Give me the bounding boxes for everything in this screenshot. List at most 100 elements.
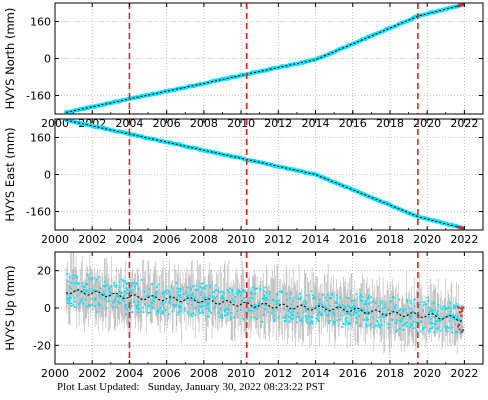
up-data-point [100,293,103,295]
up-data-point [359,325,361,328]
up-data-point [301,304,304,307]
up-data-point [202,300,205,303]
up-data-point [344,319,347,322]
up-data-point [162,295,165,298]
up-data-point [136,307,138,310]
up-data-point [161,303,164,306]
up-data-point [278,302,281,305]
up-data-point [362,310,365,313]
up-data-point [236,293,239,296]
up-data-point [350,299,353,302]
up-data-point [214,305,216,308]
east-data-band [64,119,465,230]
east-xtick-label: 2002 [78,233,106,246]
up-data-point [406,300,409,303]
up-data-point [290,303,293,306]
up-ytick-label: 20 [37,265,51,278]
up-data-point [118,301,121,304]
up-data-point [213,307,215,310]
up-data-point [436,310,439,312]
up-data-point [236,310,238,312]
up-data-point [432,301,435,303]
up-data-point [184,307,187,310]
up-data-point [336,319,338,322]
up-data-point [69,285,71,288]
up-data-point [154,292,157,295]
up-data-point [142,311,145,314]
up-data-point [339,296,342,299]
up-data-point [185,291,187,294]
up-recent-point [462,306,465,309]
up-data-point [439,317,442,320]
up-data-point [235,292,238,294]
up-data-point [448,319,451,322]
up-data-point [204,295,207,298]
up-data-point [378,316,380,319]
up-data-point [304,315,307,317]
up-data-point [201,311,204,314]
up-data-point [336,307,339,310]
up-data-point [398,309,400,312]
up-data-point [114,286,117,289]
up-data-point [68,276,71,278]
up-data-point [326,308,329,310]
up-data-point [190,294,192,297]
up-data-point [124,307,127,309]
up-data-point [353,311,356,314]
up-data-point [129,294,132,297]
up-data-point [94,305,96,307]
up-data-point [418,303,421,306]
up-data-point [344,317,347,320]
up-data-point [222,292,225,295]
up-data-point [304,300,307,303]
up-data-point [452,306,455,308]
up-data-point [378,326,381,329]
up-data-point [263,295,266,298]
up-data-point [123,299,125,302]
up-data-point [287,310,290,313]
up-data-point [333,322,336,325]
up-data-point [422,301,425,304]
up-data-point [81,302,84,305]
up-data-point [324,305,326,308]
up-data-point [186,302,189,305]
up-data-point [428,330,431,333]
north-ylabel: HVYS North (mm) [3,8,17,110]
up-data-point [200,305,203,308]
up-data-point [332,313,335,315]
up-data-point [276,292,279,295]
up-recent-point [462,329,465,332]
up-data-point [363,312,365,314]
up-data-point [86,290,89,292]
up-data-point [151,283,153,286]
up-data-point [422,309,425,312]
up-data-point [429,321,432,324]
up-data-point [230,318,232,320]
north-xtick-label: 2008 [190,117,218,130]
up-data-point [354,306,356,309]
up-data-point [359,295,361,298]
up-data-point [227,308,230,311]
up-data-point [66,293,69,296]
up-data-point [409,326,411,328]
up-data-point [398,328,401,330]
up-data-point [230,312,233,314]
up-data-point [380,300,383,303]
up-data-point [410,322,413,325]
up-data-point [348,312,351,315]
up-data-point [178,295,181,298]
up-data-point [187,294,190,296]
up-data-point [247,309,250,312]
up-data-point [180,296,183,299]
up-data-point [344,305,347,308]
up-data-point [375,302,377,305]
up-data-point [336,302,339,305]
up-data-point [451,331,453,334]
up-data-point [274,303,277,306]
up-data-point [142,306,144,309]
north-xtick-label: 2016 [339,117,367,130]
up-data-point [325,314,328,316]
up-data-point [83,291,85,294]
up-data-point [390,300,393,303]
